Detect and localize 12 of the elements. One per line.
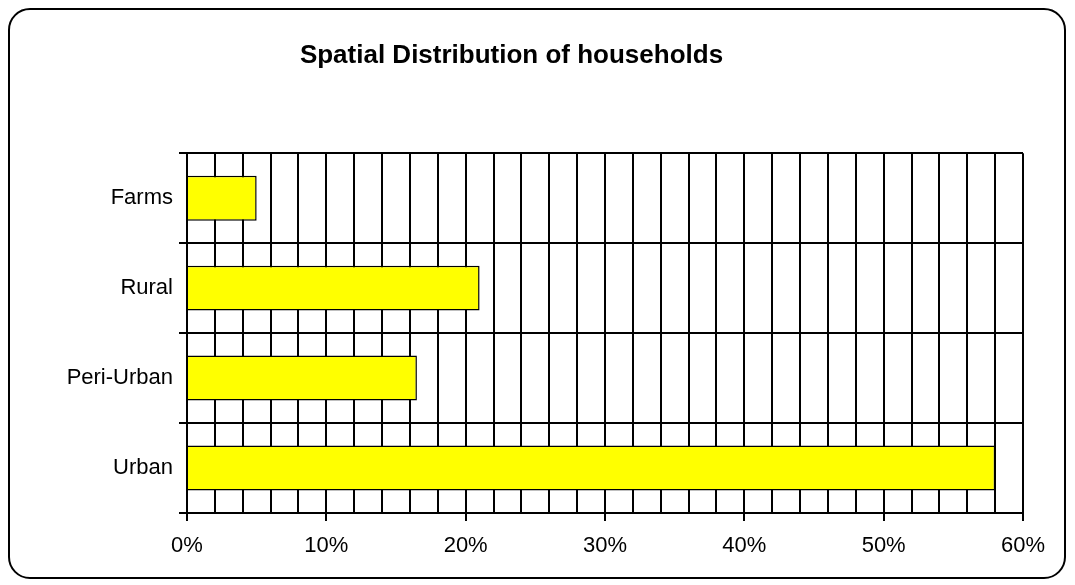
y-tick-label: Farms xyxy=(110,184,173,210)
x-tick-label: 0% xyxy=(171,532,203,558)
x-tick-label: 20% xyxy=(443,532,488,558)
x-tick-label: 50% xyxy=(861,532,906,558)
x-tick-label: 30% xyxy=(582,532,628,558)
y-tick-label: Peri-Urban xyxy=(66,364,173,390)
y-tick-label: Urban xyxy=(113,454,173,480)
y-tick-label: Rural xyxy=(120,274,173,300)
chart-title: Spatial Distribution of households xyxy=(299,38,724,69)
x-tick-label: 60% xyxy=(1000,532,1046,558)
x-tick-label: 40% xyxy=(722,532,767,558)
x-tick-label: 10% xyxy=(304,532,349,558)
